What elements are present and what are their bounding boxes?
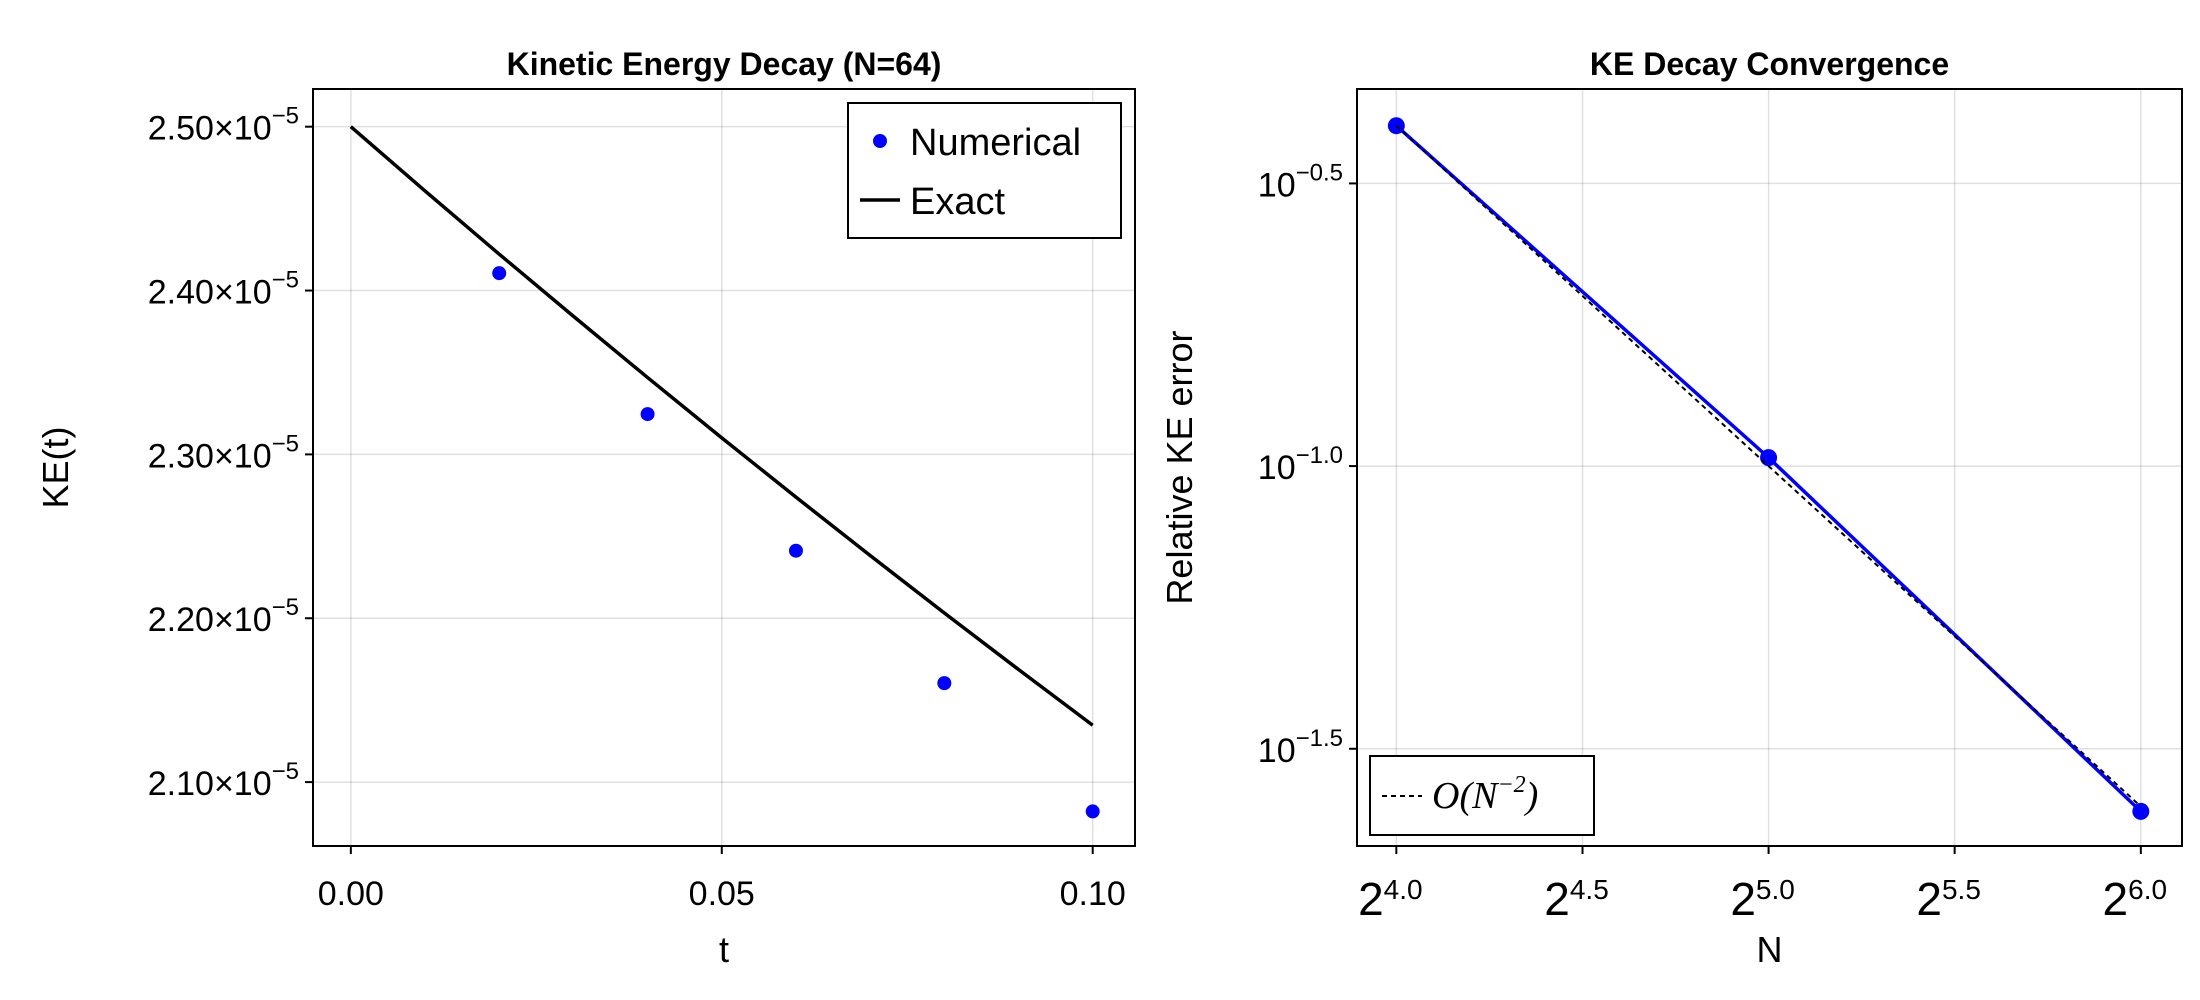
y-tick-label: 2.50×10−5 <box>148 103 299 148</box>
legend-reference-label: O(N−2) <box>1432 772 1538 817</box>
axes-frame <box>1356 88 2183 847</box>
exact-line <box>349 125 1094 727</box>
numerical-point <box>640 407 655 422</box>
x-tick-label: 25.5 <box>1916 873 1981 925</box>
x-axis-label: t <box>719 929 729 970</box>
kinetic-energy-decay-panel: Kinetic Energy Decay (N=64) 0.00 0.05 0.10 2… <box>35 46 1136 970</box>
y-tick-label: 2.20×10−5 <box>148 594 299 639</box>
ke-convergence-panel: KE Decay Convergence 24.0 24.5 25.0 25.5 26.0… <box>1159 46 2183 970</box>
x-axis-label: N <box>1757 929 1783 970</box>
legend-box <box>1369 755 1595 836</box>
x-tick-label: 25.0 <box>1730 873 1795 925</box>
y-axis-label: KE(t) <box>35 426 76 508</box>
y-tick-label: 10−1.0 <box>1258 442 1343 487</box>
x-tick-label: 0.00 <box>318 875 384 913</box>
y-tick-label: 2.10×10−5 <box>148 758 299 803</box>
x-tick-label: 24.0 <box>1358 873 1423 925</box>
x-tick-label: 0.05 <box>689 875 755 913</box>
reference-slope-line <box>1395 124 2142 808</box>
numerical-point <box>788 543 803 558</box>
y-tick-label: 10−0.5 <box>1258 159 1343 204</box>
x-tick-label: 0.10 <box>1060 875 1126 913</box>
y-tick-label: 2.30×10−5 <box>148 430 299 475</box>
numerical-point <box>492 266 507 281</box>
y-tick-label: 2.40×10−5 <box>148 267 299 312</box>
legend-box <box>847 102 1122 239</box>
legend-exact-label: Exact <box>910 181 1005 223</box>
error-point <box>1760 449 1778 467</box>
error-point <box>2132 802 2150 820</box>
legend-numerical-marker <box>873 134 887 148</box>
chart-title: Kinetic Energy Decay (N=64) <box>507 46 942 82</box>
numerical-point <box>1085 804 1100 819</box>
x-tick-label: 26.0 <box>2103 873 2168 925</box>
axes-frame <box>312 88 1136 847</box>
y-tick-label: 10−1.5 <box>1258 725 1343 770</box>
legend-numerical-label: Numerical <box>910 122 1081 164</box>
x-tick-label: 24.5 <box>1544 873 1609 925</box>
y-axis-label: Relative KE error <box>1159 330 1200 604</box>
chart-title: KE Decay Convergence <box>1590 46 1949 82</box>
numerical-point <box>937 676 952 691</box>
legend: O(N−2) <box>1369 755 1595 836</box>
legend: Numerical Exact <box>847 102 1122 239</box>
